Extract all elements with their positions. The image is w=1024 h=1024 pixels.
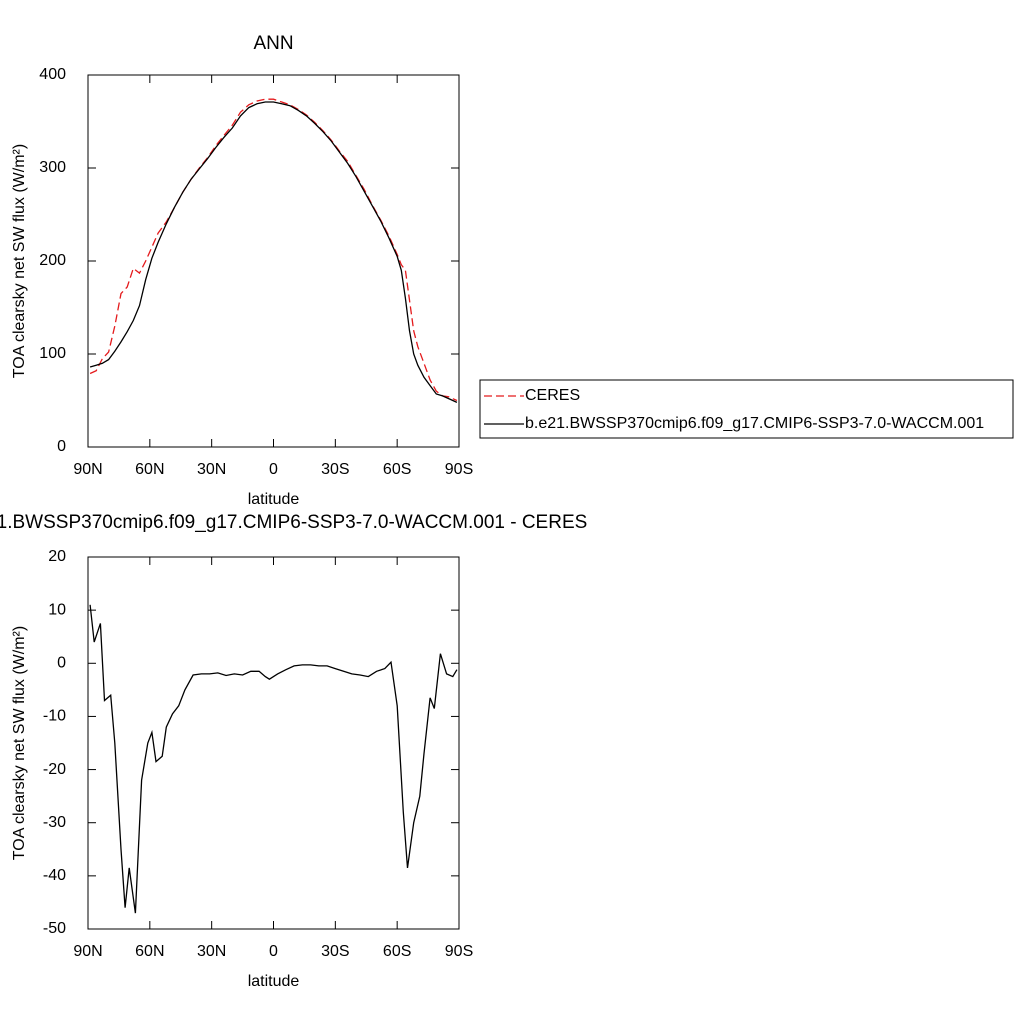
y-tick-label: 300	[39, 159, 66, 176]
y-tick-label: -30	[43, 814, 66, 831]
chart-title: ANN	[253, 33, 293, 54]
x-tick-label: 60S	[383, 461, 411, 478]
y-tick-label: 400	[39, 66, 66, 83]
plot-frame	[87, 74, 460, 448]
x-tick-label: 30S	[321, 461, 349, 478]
y-tick-label: -50	[43, 920, 66, 937]
y-tick-label: 0	[57, 438, 66, 455]
x-tick-label: 0	[269, 461, 278, 478]
legend-box	[479, 379, 1014, 439]
x-tick-label: 30N	[197, 943, 226, 960]
x-tick-label: 0	[269, 943, 278, 960]
data-line	[89, 604, 458, 914]
x-tick-label: 90N	[73, 461, 102, 478]
plot-frame	[87, 556, 460, 930]
x-tick-label: 60N	[135, 461, 164, 478]
y-tick-label: -10	[43, 708, 66, 725]
chart-title: b.e21.BWSSP370cmip6.f09_g17.CMIP6-SSP3-7…	[0, 512, 587, 533]
data-line	[89, 101, 458, 403]
x-tick-label: 90S	[445, 943, 473, 960]
x-axis-label: latitude	[248, 491, 300, 508]
y-tick-label: 200	[39, 252, 66, 269]
x-tick-label: 60N	[135, 943, 164, 960]
y-tick-label: 10	[48, 601, 66, 618]
legend-label: CERES	[525, 387, 580, 404]
x-tick-label: 90N	[73, 943, 102, 960]
x-tick-label: 60S	[383, 943, 411, 960]
y-tick-label: -40	[43, 867, 66, 884]
y-axis-label: TOA clearsky net SW flux (W/m²)	[11, 144, 28, 378]
x-tick-label: 30S	[321, 943, 349, 960]
legend-label: b.e21.BWSSP370cmip6.f09_g17.CMIP6-SSP3-7…	[525, 415, 984, 432]
data-line	[89, 98, 458, 402]
x-axis-label: latitude	[248, 973, 300, 990]
x-tick-label: 30N	[197, 461, 226, 478]
y-tick-label: -20	[43, 761, 66, 778]
x-tick-label: 90S	[445, 461, 473, 478]
y-tick-label: 100	[39, 345, 66, 362]
y-tick-label: 0	[57, 655, 66, 672]
y-axis-label: TOA clearsky net SW flux (W/m²)	[11, 626, 28, 860]
y-tick-label: 20	[48, 548, 66, 565]
